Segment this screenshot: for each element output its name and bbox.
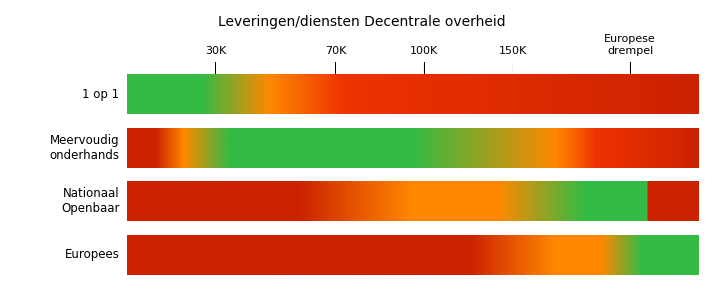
Text: 30K: 30K: [205, 46, 226, 56]
Text: 150K: 150K: [499, 46, 527, 56]
Text: Meervoudig
onderhands: Meervoudig onderhands: [49, 134, 119, 162]
Text: 1 op 1: 1 op 1: [83, 88, 119, 101]
Text: 70K: 70K: [325, 46, 346, 56]
Text: 100K: 100K: [410, 46, 438, 56]
Text: Europese
drempel: Europese drempel: [604, 34, 656, 56]
Text: Europees: Europees: [64, 248, 119, 261]
Text: Leveringen/diensten Decentrale overheid: Leveringen/diensten Decentrale overheid: [218, 15, 506, 29]
Text: Nationaal
Openbaar: Nationaal Openbaar: [61, 187, 119, 215]
